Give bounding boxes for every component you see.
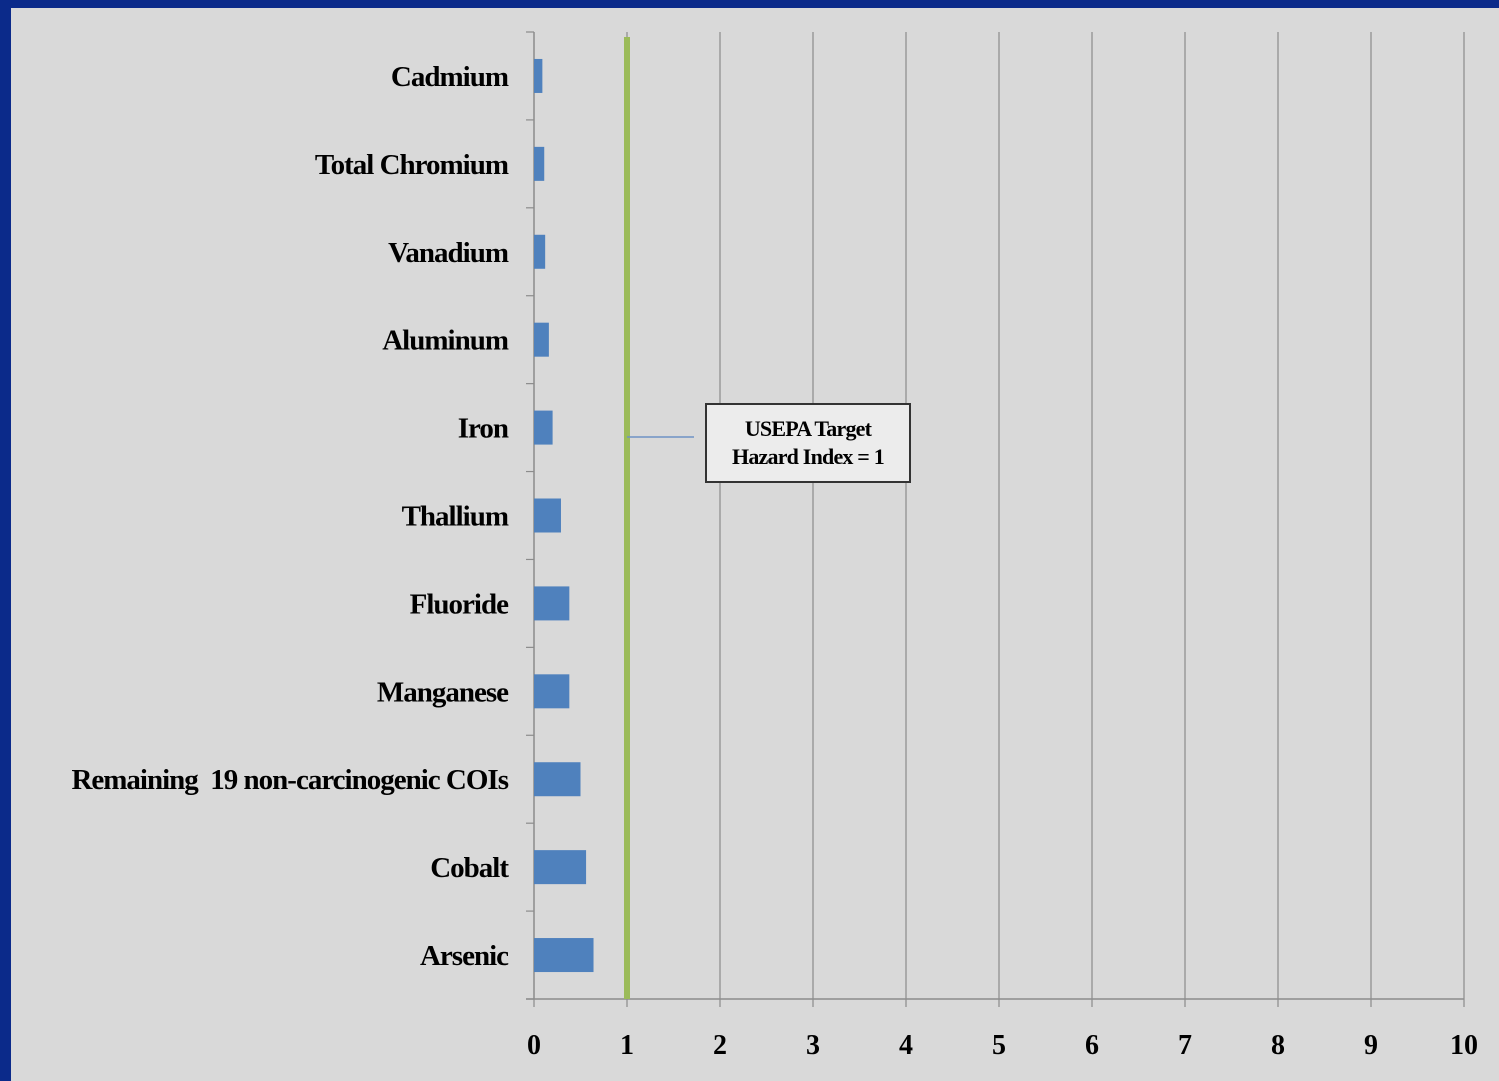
x-tick-label: 7 — [1178, 1030, 1192, 1061]
category-label: Cadmium — [391, 61, 509, 93]
category-label: Manganese — [377, 676, 509, 708]
bars — [534, 58, 594, 973]
bar — [534, 762, 581, 797]
category-label: Thallium — [402, 501, 509, 533]
x-tick-label: 9 — [1364, 1030, 1378, 1061]
category-label: Cobalt — [430, 852, 509, 884]
bar — [534, 498, 561, 533]
bar — [534, 146, 545, 181]
category-label: Remaining 19 non-carcinogenic COIs — [71, 764, 508, 796]
category-label: Vanadium — [388, 237, 509, 269]
reference-line-group — [624, 37, 694, 999]
bar — [534, 850, 587, 885]
bar — [534, 586, 570, 621]
x-tick-label: 4 — [899, 1030, 913, 1061]
category-label: Iron — [458, 413, 509, 445]
category-label: Aluminum — [382, 325, 509, 357]
category-labels: Cadmium Total Chromium Vanadium Aluminum Iro… — [71, 61, 510, 972]
category-label: Arsenic — [420, 940, 509, 972]
bar-chart: Cadmium Total Chromium Vanadium Aluminum Iro… — [71, 31, 1478, 1061]
bar — [534, 938, 594, 973]
bar — [534, 322, 549, 357]
category-label: Fluoride — [410, 588, 509, 620]
gridlines — [626, 32, 1465, 999]
x-tick-label: 8 — [1271, 1030, 1285, 1061]
x-tick-label: 5 — [992, 1030, 1006, 1061]
bar — [534, 410, 553, 445]
x-tick-labels: 0 1 2 3 4 5 6 7 8 9 10 — [527, 1030, 1478, 1061]
axes — [526, 31, 1465, 1007]
x-tick-label: 0 — [527, 1030, 541, 1061]
bar — [534, 674, 570, 709]
category-label: Total Chromium — [315, 149, 509, 181]
chart-frame: Cadmium Total Chromium Vanadium Aluminum Iro… — [11, 8, 1499, 1081]
x-tick-label: 2 — [713, 1030, 727, 1061]
x-tick-label: 10 — [1450, 1030, 1478, 1061]
bar — [534, 58, 543, 93]
x-tick-label: 6 — [1085, 1030, 1099, 1061]
reference-annotation: USEPA Target Hazard Index = 1 — [705, 403, 911, 483]
x-tick-label: 3 — [806, 1030, 820, 1061]
bar — [534, 234, 546, 269]
x-tick-label: 1 — [620, 1030, 634, 1061]
